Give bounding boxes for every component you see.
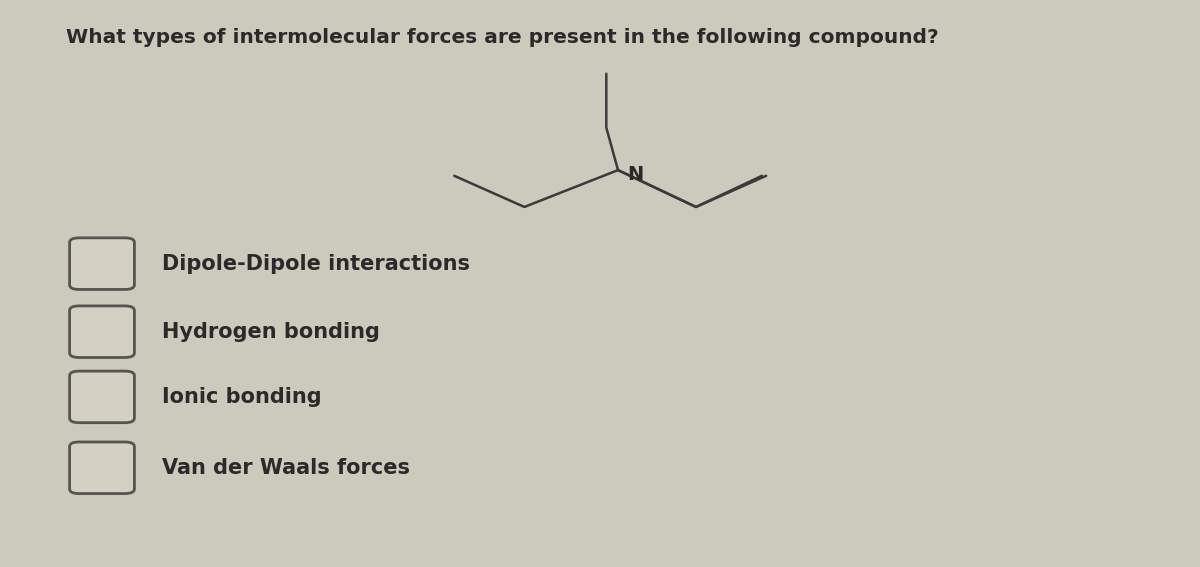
Text: Ionic bonding: Ionic bonding: [162, 387, 322, 407]
Text: What types of intermolecular forces are present in the following compound?: What types of intermolecular forces are …: [66, 28, 938, 48]
Text: Van der Waals forces: Van der Waals forces: [162, 458, 410, 478]
FancyBboxPatch shape: [70, 371, 134, 423]
Text: Hydrogen bonding: Hydrogen bonding: [162, 321, 380, 342]
FancyBboxPatch shape: [70, 442, 134, 493]
Text: N: N: [628, 165, 643, 184]
FancyBboxPatch shape: [70, 306, 134, 358]
FancyBboxPatch shape: [70, 238, 134, 289]
Text: Dipole-Dipole interactions: Dipole-Dipole interactions: [162, 253, 470, 274]
